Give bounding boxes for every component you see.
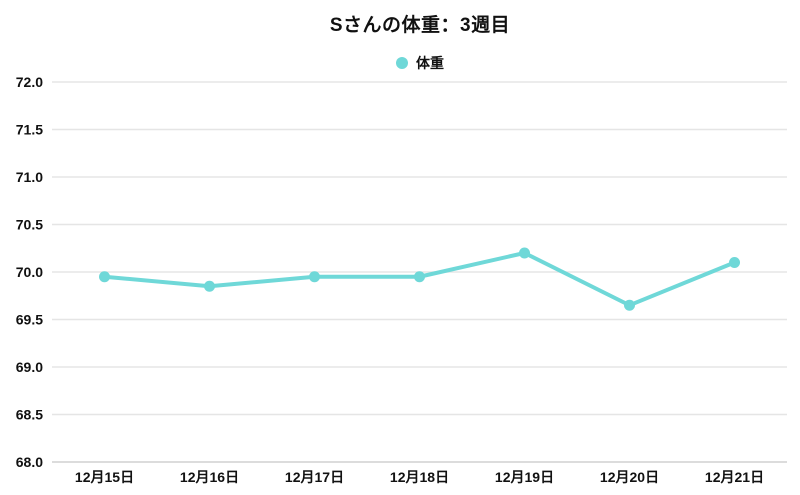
legend-marker-icon [396, 57, 408, 69]
y-tick-label: 69.5 [16, 312, 43, 328]
x-tick-label: 12月18日 [390, 469, 449, 485]
legend[interactable]: 体重 [40, 53, 800, 73]
x-tick-label: 12月20日 [600, 469, 659, 485]
x-tick-label: 12月19日 [495, 469, 554, 485]
y-tick-label: 70.5 [16, 217, 43, 233]
data-point[interactable] [414, 271, 425, 283]
x-tick-label: 12月21日 [705, 469, 764, 485]
y-tick-label: 70.0 [16, 264, 43, 280]
data-point[interactable] [624, 299, 635, 311]
data-point[interactable] [729, 257, 740, 268]
y-tick-label: 72.0 [16, 74, 43, 90]
y-tick-label: 71.5 [16, 122, 43, 138]
chart-title: Sさんの体重：3週目 [329, 15, 511, 36]
x-tick-label: 12月15日 [75, 469, 134, 485]
x-tick-label: 12月17日 [285, 469, 344, 485]
data-point[interactable] [204, 280, 215, 292]
data-point[interactable] [309, 271, 320, 283]
legend-series-label: 体重 [416, 55, 444, 71]
y-tick-label: 68.5 [16, 407, 43, 423]
data-point[interactable] [519, 247, 530, 259]
y-tick-label: 69.0 [16, 359, 43, 375]
y-tick-label: 71.0 [16, 169, 43, 185]
y-tick-label: 68.0 [16, 454, 43, 470]
x-tick-label: 12月16日 [180, 469, 239, 485]
data-point[interactable] [99, 271, 110, 283]
